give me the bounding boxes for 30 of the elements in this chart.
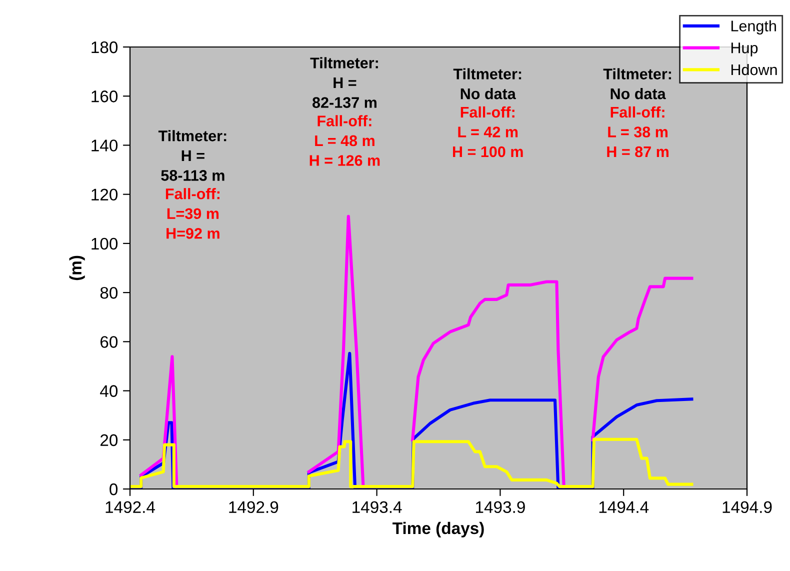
y-tick-label: 120 xyxy=(92,188,118,201)
y-tick-label: 0 xyxy=(110,483,118,496)
annotation: Fall-off: L=39 m H=92 m xyxy=(166,188,220,239)
line-series xyxy=(130,438,694,488)
x-tick-label: 1494.4 xyxy=(599,501,649,514)
y-tick-label: 60 xyxy=(100,336,118,348)
x-tick-label: 1492.9 xyxy=(229,501,278,514)
y-tick-label: 180 xyxy=(92,41,118,54)
annotation: Tiltmeter: No data xyxy=(603,68,671,100)
annotation: Fall-off: L = 38 m H = 87 m xyxy=(607,106,668,158)
x-tick-label: 1492.4 xyxy=(106,501,156,514)
y-tick-label: 20 xyxy=(100,434,118,446)
x-tick-label: 1493.4 xyxy=(352,501,402,514)
legend-label: Length xyxy=(731,20,776,34)
annotation: Tiltmeter: No data xyxy=(453,68,522,100)
y-tick-label: 40 xyxy=(100,385,118,397)
y-tick-label: 100 xyxy=(92,238,118,250)
annotation: Fall-off: L = 42 m H = 100 m xyxy=(453,106,523,158)
y-tick-label: 80 xyxy=(100,286,118,299)
legend-label: Hup xyxy=(731,42,758,56)
x-tick-label: 1494.9 xyxy=(722,501,772,514)
y-tick-label: 140 xyxy=(92,140,118,152)
annotation: Tiltmeter: H = 58-113 m xyxy=(158,130,226,181)
x-tick-label: 1493.9 xyxy=(476,501,525,514)
annotation: Tiltmeter: H = 82-137 m xyxy=(310,57,378,108)
x-axis-title: Time (days) xyxy=(392,522,484,538)
y-tick-label: 160 xyxy=(92,90,118,102)
annotation: Fall-off: L = 48 m H = 126 m xyxy=(310,115,380,166)
legend-label: Hdown xyxy=(731,64,777,76)
y-axis-title: (m) xyxy=(69,256,85,280)
